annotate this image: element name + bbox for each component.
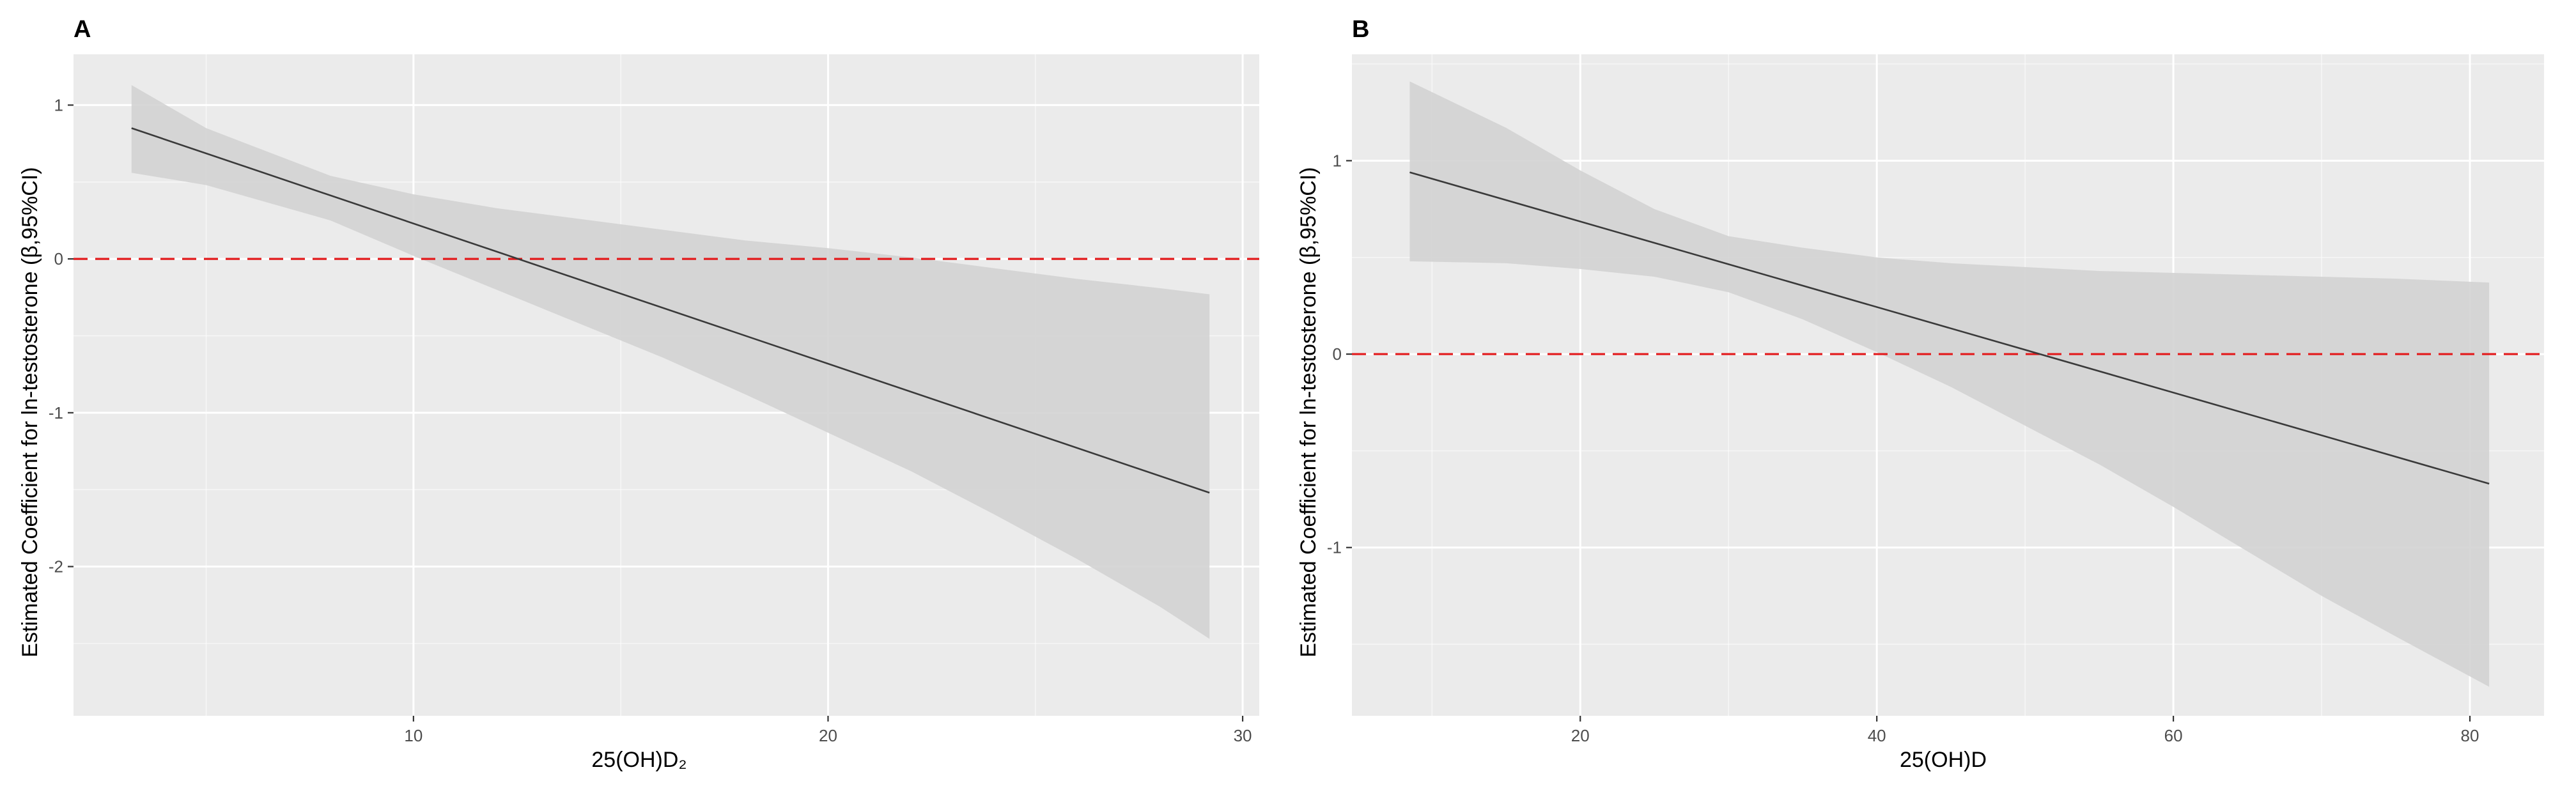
panel-a-x-tick-label: 20 xyxy=(819,726,837,745)
panel-a: 10-1-210 20 30 A Estimated Coefficient for… xyxy=(18,16,1259,772)
panel-b-x-tick-label: 80 xyxy=(2461,726,2479,745)
panel-b-y-tick-label: 0 xyxy=(1333,344,1342,364)
panel-a-confidence-band xyxy=(131,85,1210,639)
panel-a-y-tick-label: -1 xyxy=(49,403,63,422)
panel-a-y-tick-label: 0 xyxy=(54,249,63,268)
panel-b-y-axis-title: Estimated Coefficient for ln-testosteron… xyxy=(1296,167,1321,657)
panel-b-x-tick-label: 60 xyxy=(2164,726,2183,745)
panel-b-x-tick-label: 40 xyxy=(1868,726,1886,745)
panel-a-x-axis-title: 25(OH)D₂ xyxy=(591,748,687,772)
panel-b-x-axis-title: 25(OH)D xyxy=(1900,748,1987,772)
panel-a-y-tick-label: -2 xyxy=(49,557,63,576)
panel-b-y-tick-label: -1 xyxy=(1327,538,1342,557)
panel-a-x-tick-label: 30 xyxy=(1234,726,1252,745)
panel-a-fit-line xyxy=(131,127,1210,494)
panel-b-confidence-band xyxy=(1409,81,2490,687)
panel-b: 1 0 -1 20 40 60 80 B Estimated Coefficient for… xyxy=(1296,16,2544,772)
panel-b-plot-area: 1 0 -1 20 40 60 80 xyxy=(1327,54,2544,745)
panel-a-y-tick-label: 1 xyxy=(54,95,63,114)
panel-a-letter: A xyxy=(74,16,91,43)
panel-a-plot-area: 10-1-210 20 30 xyxy=(49,54,1259,745)
panel-b-fit-line xyxy=(1409,171,2490,485)
panel-b-letter: B xyxy=(1352,16,1369,43)
panel-b-x-tick-label: 20 xyxy=(1571,726,1590,745)
panel-a-y-axis-title: Estimated Coefficient for ln-testosteron… xyxy=(18,167,42,657)
panel-b-y-tick-label: 1 xyxy=(1333,151,1342,170)
panel-a-x-tick-label: 10 xyxy=(404,726,423,745)
